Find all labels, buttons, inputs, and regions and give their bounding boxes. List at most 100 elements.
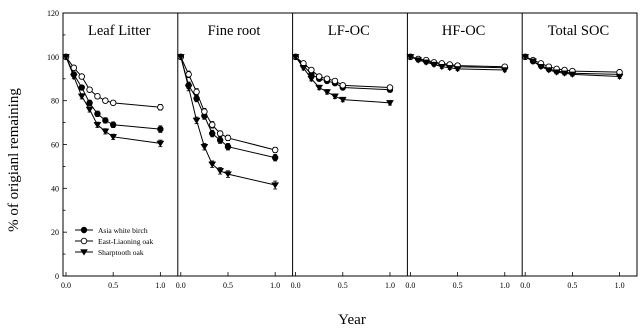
data-point (271, 154, 279, 161)
data-point (323, 89, 331, 96)
series-line (180, 56, 276, 159)
panel-title: Leaf Litter (88, 23, 151, 39)
panel-title: Total SOC (548, 23, 609, 39)
data-point (291, 54, 300, 61)
legend-marker (80, 249, 88, 256)
data-point (216, 136, 224, 144)
data-point (271, 182, 280, 189)
data-point (330, 93, 339, 100)
x-axis-title: Year (338, 312, 366, 328)
data-point (552, 69, 561, 76)
x-tick-label: 0.0 (405, 281, 415, 290)
x-tick-label: 0.0 (520, 281, 530, 290)
data-point (437, 63, 446, 71)
data-point (156, 140, 165, 148)
data-point (453, 66, 462, 73)
data-point (224, 171, 232, 178)
x-tick-label: 0.5 (338, 281, 348, 290)
data-point (323, 75, 331, 82)
legend-entry: Asia white birch (75, 226, 148, 235)
y-tick-label: 60 (51, 141, 59, 150)
panel-hf-oc: HF-OC 0.0 0.5 1.0 (405, 13, 510, 290)
x-tick-label: 1.0 (270, 281, 280, 290)
data-point (529, 58, 537, 65)
data-point (422, 59, 431, 66)
x-tick-label: 1.0 (500, 281, 510, 290)
legend: Asia white birch East-Liaoning oak Sharpto… (75, 226, 153, 257)
data-point (94, 93, 101, 100)
data-point (78, 73, 86, 80)
series-sharptooth-oak (521, 54, 624, 81)
series-sharptooth-oak (176, 54, 280, 190)
legend-marker (80, 237, 88, 245)
data-point (224, 134, 232, 142)
y-tick-label: 0 (55, 272, 59, 281)
data-point (338, 96, 347, 104)
data-point (193, 88, 200, 96)
data-point (109, 134, 118, 141)
data-point (77, 93, 86, 100)
legend-label: East-Liaoning oak (98, 237, 153, 246)
x-tick-label: 0.5 (108, 281, 118, 290)
x-tick-label: 0.0 (176, 281, 186, 290)
data-point (544, 67, 553, 74)
y-axis-title: % of origianl remaining (6, 88, 22, 232)
data-point (299, 65, 308, 72)
x-tick-label: 1.0 (615, 281, 625, 290)
data-point (192, 117, 201, 125)
series-sharptooth-oak (291, 54, 394, 107)
data-point (86, 99, 93, 107)
x-tick-label: 1.0 (385, 281, 395, 290)
legend-label: Asia white birch (98, 226, 148, 235)
data-point (216, 168, 225, 175)
series-sharptooth-oak (406, 54, 509, 74)
data-point (224, 143, 232, 150)
x-tick-label: 1.0 (155, 281, 165, 290)
data-point (101, 128, 110, 135)
data-point (102, 117, 109, 124)
series-line (295, 56, 390, 104)
data-point (208, 161, 217, 168)
data-point (216, 130, 224, 137)
series-east-liaoning-oak (62, 53, 164, 111)
data-point (176, 54, 185, 61)
y-tick-label: 100 (47, 53, 59, 62)
series-east-liaoning-oak (177, 53, 279, 154)
panel-title: LF-OC (328, 23, 370, 39)
data-point (94, 110, 101, 118)
panel-leaf-litter: Leaf Litter 0.0 0.5 1.0 (61, 23, 165, 290)
data-point (78, 84, 85, 91)
data-point (386, 84, 394, 91)
panel-lf-oc: LF-OC 0.0 0.5 1.0 (291, 13, 395, 290)
y-tick-label: 120 (47, 9, 59, 18)
data-point (201, 108, 208, 115)
x-tick-label: 0.5 (567, 281, 577, 290)
data-point (70, 64, 78, 72)
data-point (271, 146, 279, 154)
panel-fine-root: Fine root 0.0 0.5 1.0 (176, 13, 280, 290)
y-axis: 0 20 40 60 80 100 120 (47, 9, 67, 281)
data-point (208, 121, 216, 129)
panel-title: HF-OC (442, 23, 486, 39)
data-point (93, 122, 102, 129)
series-east-liaoning-oak (292, 53, 394, 91)
data-point (157, 103, 164, 111)
legend-entry: Sharptooth oak (75, 248, 144, 257)
data-point (315, 73, 323, 80)
legend-entry: East-Liaoning oak (75, 237, 153, 246)
data-point (157, 125, 164, 133)
panel-title: Fine root (208, 23, 261, 39)
data-point (568, 71, 577, 78)
data-point (109, 121, 117, 128)
data-point (500, 67, 509, 74)
x-tick-label: 0.5 (453, 281, 463, 290)
y-tick-label: 20 (51, 228, 59, 237)
data-point (308, 66, 315, 74)
data-point (109, 99, 117, 107)
data-point (339, 82, 347, 89)
data-point (184, 84, 193, 92)
data-point (615, 73, 624, 81)
x-tick-label: 0.0 (291, 281, 301, 290)
